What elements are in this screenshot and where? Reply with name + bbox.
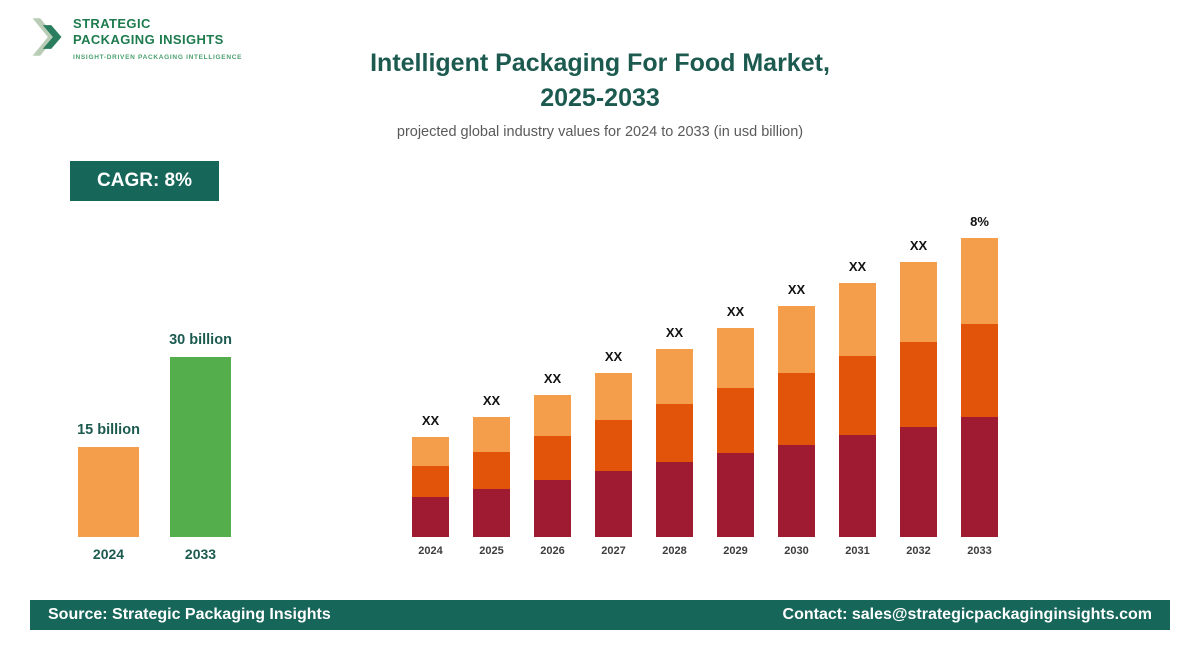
bar-segment-middle — [534, 436, 571, 480]
bar-value-label: XX — [543, 371, 562, 386]
bar-stack — [900, 262, 937, 537]
bar-stack — [961, 238, 998, 537]
mini-bar-year-label: 2033 — [184, 546, 217, 562]
bar-year-label: 2026 — [540, 545, 565, 557]
bar-year-label: 2029 — [723, 545, 748, 557]
bar-segment-bottom — [839, 435, 876, 537]
bar-stack — [534, 395, 571, 537]
logo-name-line1: STRATEGIC — [73, 16, 151, 31]
bar-year-label: 2027 — [601, 545, 626, 557]
logo-text: STRATEGIC PACKAGING INSIGHTS INSIGHT-DRI… — [73, 14, 242, 61]
bar-stack — [778, 306, 815, 537]
footer-source: Source: Strategic Packaging Insights — [48, 606, 331, 623]
bar-stack — [656, 349, 693, 537]
bar-segment-middle — [839, 356, 876, 435]
bar-year-label: 2033 — [967, 545, 992, 557]
bar-value-label: XX — [787, 282, 806, 297]
bar-segment-middle — [961, 324, 998, 417]
chevrons-icon — [30, 14, 64, 65]
stacked-bar-group: XX 2032 — [900, 209, 937, 561]
mini-bar-value-label: 30 billion — [169, 332, 232, 348]
logo: STRATEGIC PACKAGING INSIGHTS INSIGHT-DRI… — [30, 14, 242, 65]
mini-bar-year-label: 2024 — [92, 546, 125, 562]
bar-segment-top — [473, 417, 510, 452]
bar-year-label: 2031 — [845, 545, 870, 557]
bar-segment-middle — [656, 404, 693, 462]
bar-segment-top — [717, 328, 754, 388]
page-subtitle: projected global industry values for 202… — [396, 124, 804, 140]
stacked-bar-group: XX 2030 — [778, 209, 815, 561]
logo-tagline: INSIGHT-DRIVEN PACKAGING INTELLIGENCE — [73, 53, 243, 61]
bar-segment-bottom — [534, 480, 571, 537]
bar-value-label: XX — [726, 304, 745, 319]
mini-bar-group: 15 billion 2024 — [77, 329, 140, 562]
bar-segment-middle — [717, 388, 754, 453]
bar-segment-top — [534, 395, 571, 436]
bar-value-label: XX — [482, 393, 501, 408]
bar-year-label: 2025 — [479, 545, 504, 557]
bar-value-label: XX — [604, 349, 623, 364]
bar-segment-top — [595, 373, 632, 420]
footer-contact: Contact: sales@strategicpackaginginsight… — [782, 606, 1152, 623]
bar-segment-bottom — [900, 427, 937, 537]
bar-segment-middle — [412, 466, 449, 497]
bar-segment-bottom — [595, 471, 632, 537]
bar-segment-top — [656, 349, 693, 404]
bar-segment-middle — [900, 342, 937, 427]
bar-value-label: 8% — [970, 214, 989, 229]
bar-year-label: 2024 — [418, 545, 443, 557]
mini-bar — [170, 357, 231, 537]
header: Intelligent Packaging For Food Market, 2… — [200, 46, 1000, 140]
bar-stack — [839, 283, 876, 537]
bar-stack — [717, 328, 754, 537]
stacked-bar-group: XX 2028 — [656, 209, 693, 561]
bar-segment-bottom — [656, 462, 693, 537]
page-title-line2: 2025-2033 — [540, 83, 660, 112]
mini-comparison-chart: 15 billion 2024 30 billion 2033 — [77, 329, 232, 562]
bar-segment-top — [778, 306, 815, 373]
bar-segment-bottom — [778, 445, 815, 537]
bar-value-label: XX — [421, 413, 440, 428]
bar-segment-top — [839, 283, 876, 356]
stacked-bar-group: XX 2026 — [534, 209, 571, 561]
footer-bar: Source: Strategic Packaging Insights Con… — [30, 600, 1170, 630]
bar-segment-bottom — [473, 489, 510, 537]
stacked-bar-chart: XX 2024 XX 2025 XX 2026 XX 2027 XX 2028 XX 2029 XX 20… — [412, 209, 998, 561]
stacked-bar-group: XX 2024 — [412, 209, 449, 561]
cagr-badge: CAGR: 8% — [70, 161, 220, 201]
bar-segment-bottom — [717, 453, 754, 537]
logo-name-line2: PACKAGING INSIGHTS — [73, 32, 224, 48]
stacked-bar-group: XX 2025 — [473, 209, 510, 561]
bar-stack — [412, 437, 449, 537]
bar-segment-bottom — [961, 417, 998, 537]
stacked-bar-group: 8% 2033 — [961, 209, 998, 561]
stacked-bar-group: XX 2029 — [717, 209, 754, 561]
bar-year-label: 2028 — [662, 545, 687, 557]
bar-stack — [473, 417, 510, 537]
mini-bar-value-label: 15 billion — [77, 422, 140, 438]
page-title-line1: Intelligent Packaging For Food Market, — [370, 49, 830, 77]
bar-value-label: XX — [848, 259, 867, 274]
bar-value-label: XX — [665, 325, 684, 340]
bar-segment-middle — [473, 452, 510, 489]
bar-segment-middle — [595, 420, 632, 471]
bar-segment-top — [961, 238, 998, 324]
bar-value-label: XX — [909, 238, 928, 253]
mini-bar — [78, 447, 139, 537]
stacked-bar-group: XX 2031 — [839, 209, 876, 561]
bar-segment-top — [900, 262, 937, 342]
bar-segment-top — [412, 437, 449, 466]
stacked-bar-group: XX 2027 — [595, 209, 632, 561]
bar-segment-bottom — [412, 497, 449, 537]
bar-segment-middle — [778, 373, 815, 445]
bar-stack — [595, 373, 632, 537]
bar-year-label: 2032 — [906, 545, 931, 557]
mini-bar-group: 30 billion 2033 — [169, 329, 232, 562]
bar-year-label: 2030 — [784, 545, 809, 557]
